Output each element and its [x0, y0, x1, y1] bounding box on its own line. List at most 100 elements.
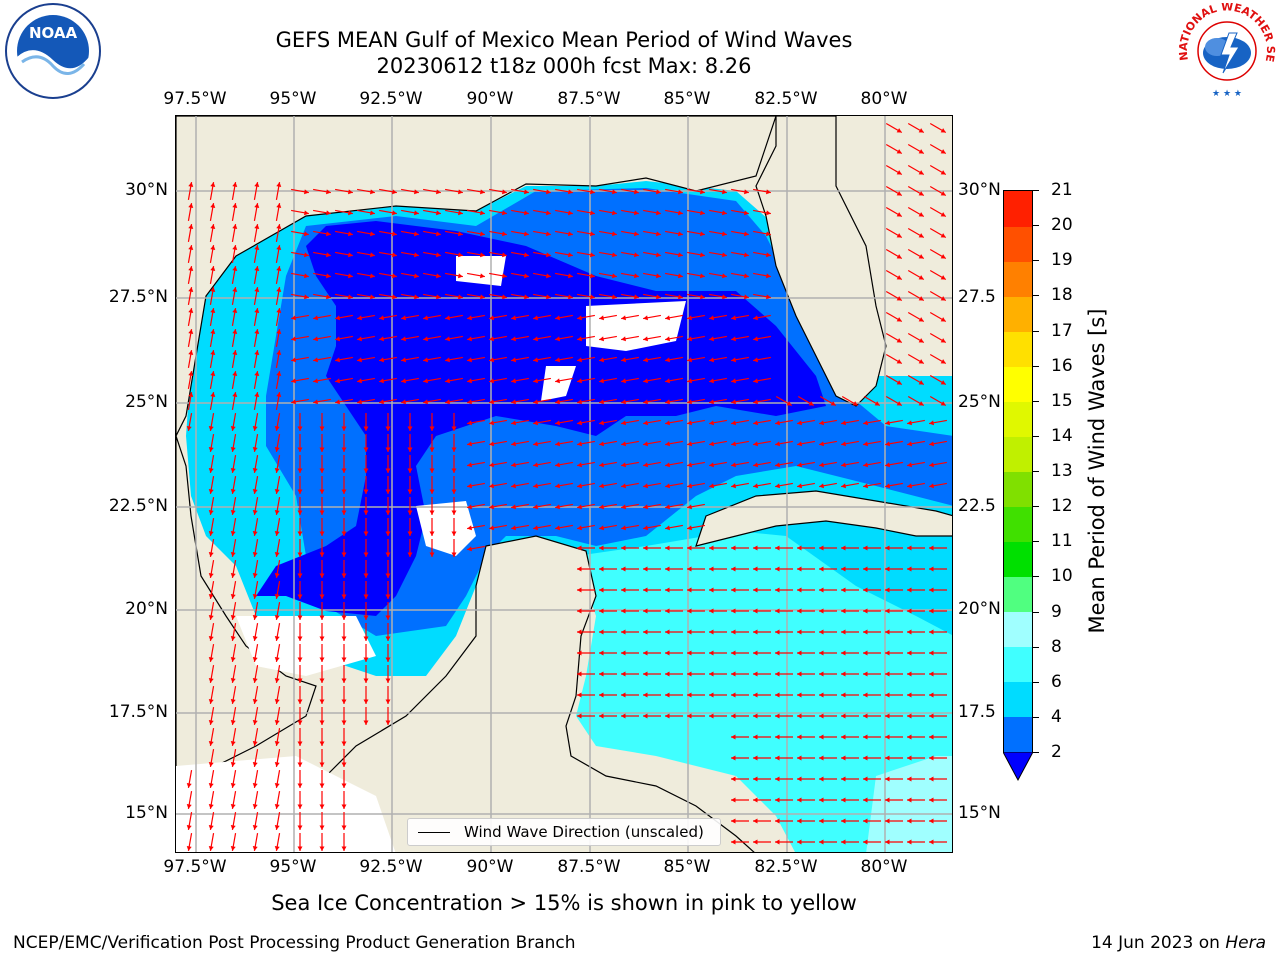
wind-arrow-head: [589, 210, 595, 216]
wind-arrow-head: [918, 296, 924, 301]
wind-arrow-head: [621, 399, 627, 405]
wind-arrow-head: [363, 678, 369, 683]
wind-arrow-head: [896, 212, 902, 217]
wind-arrow-head: [303, 189, 309, 195]
wind-arrow-head: [665, 315, 671, 321]
wind-arrow-head: [252, 635, 258, 641]
wind-arrow-head: [929, 420, 935, 426]
wind-arrow-head: [699, 273, 705, 279]
wind-arrow-head: [655, 189, 661, 195]
wind-arrow-head: [599, 462, 605, 468]
wind-arrow-head: [407, 447, 413, 452]
wind-arrow-head: [709, 692, 714, 698]
wind-arrow-head: [319, 468, 325, 473]
wind-arrow-head: [940, 128, 946, 133]
wind-arrow-head: [232, 371, 238, 377]
wind-arrow-head: [254, 287, 260, 293]
wind-arrow-head: [369, 252, 375, 258]
wind-arrow-head: [643, 650, 648, 656]
wind-arrow-head: [413, 189, 419, 195]
wind-arrow-head: [254, 224, 260, 230]
wind-arrow-head: [621, 713, 626, 719]
wind-arrow-head: [232, 329, 238, 335]
wind-arrow-head: [929, 755, 934, 761]
wind-arrow-head: [907, 566, 912, 572]
wind-arrow-head: [775, 545, 780, 551]
wind-arrow-head: [252, 845, 258, 851]
colorbar-segment: [1004, 261, 1032, 297]
wind-arrow-head: [341, 783, 347, 788]
wind-arrow-head: [577, 462, 583, 468]
wind-arrow-head: [709, 420, 715, 426]
wind-arrow-head: [863, 734, 868, 740]
wind-arrow-head: [753, 608, 758, 614]
wind-arrow-head: [435, 189, 441, 195]
wind-arrow-head: [819, 797, 824, 803]
wind-arrow-head: [918, 128, 924, 133]
wind-arrow-head: [907, 776, 912, 782]
wind-arrow-head: [808, 401, 814, 406]
wind-arrow-head: [252, 761, 258, 767]
wind-arrow-head: [721, 189, 727, 195]
wind-arrow-head: [819, 692, 824, 698]
wind-arrow-head: [210, 182, 216, 188]
wind-arrow-head: [297, 552, 303, 557]
wind-arrow-head: [252, 614, 258, 620]
wind-arrow-head: [687, 525, 693, 531]
wind-arrow-head: [896, 296, 902, 301]
wind-arrow-head: [347, 231, 353, 237]
wind-arrow-head: [208, 488, 214, 494]
colorbar-segment: [1004, 436, 1032, 472]
wind-arrow-head: [907, 462, 913, 468]
wind-arrow-head: [896, 359, 902, 364]
wind-arrow-head: [841, 755, 846, 761]
wind-arrow-head: [599, 650, 604, 656]
wind-arrow-head: [230, 803, 236, 809]
wind-arrow-head: [633, 294, 639, 300]
wind-arrow-head: [467, 483, 473, 489]
wind-arrow-head: [413, 294, 419, 300]
wind-arrow-head: [743, 189, 749, 195]
wind-arrow-head: [918, 359, 924, 364]
wind-arrow-head: [291, 399, 297, 405]
wind-arrow-head: [731, 839, 736, 845]
wind-arrow-head: [665, 671, 670, 677]
wind-arrow-head: [885, 671, 890, 677]
wind-arrow-head: [753, 734, 758, 740]
wind-arrow-head: [665, 629, 670, 635]
wind-arrow-head: [479, 294, 485, 300]
wind-arrow-head: [775, 420, 781, 426]
wind-arrow-head: [230, 635, 236, 641]
lon-label-top: 90°W: [466, 89, 514, 109]
wind-arrow-head: [577, 336, 583, 342]
wind-arrow-head: [297, 636, 303, 641]
wind-arrow-head: [555, 441, 561, 447]
wind-arrow-head: [208, 740, 214, 746]
wind-arrow-head: [599, 483, 605, 489]
wind-arrow-head: [210, 392, 216, 398]
wind-arrow-head: [643, 315, 649, 321]
legend-line-swatch: [418, 831, 450, 833]
lat-label-left: 20°N: [125, 599, 168, 619]
wind-arrow-head: [709, 399, 715, 405]
wind-arrow-head: [232, 245, 238, 251]
wind-arrow-head: [341, 468, 347, 473]
wind-arrow-head: [775, 629, 780, 635]
colorbar-tick-mark: [1033, 506, 1039, 508]
wind-arrow-head: [731, 734, 736, 740]
wind-arrow-head: [907, 587, 912, 593]
wind-arrow-head: [335, 378, 341, 384]
wind-arrow-head: [918, 317, 924, 322]
wind-arrow-head: [577, 650, 582, 656]
wind-arrow-head: [621, 608, 626, 614]
lon-label-top: 97.5°W: [163, 89, 227, 109]
wind-arrow-head: [753, 692, 758, 698]
wind-arrow-head: [188, 329, 194, 335]
wind-arrow-head: [577, 629, 582, 635]
colorbar-label: Mean Period of Wind Waves [s]: [1085, 308, 1109, 634]
wind-arrow-head: [385, 699, 391, 704]
wind-arrow-head: [555, 420, 561, 426]
wind-arrow-head: [325, 210, 331, 216]
wind-arrow-head: [555, 336, 561, 342]
wind-arrow-head: [687, 357, 693, 363]
